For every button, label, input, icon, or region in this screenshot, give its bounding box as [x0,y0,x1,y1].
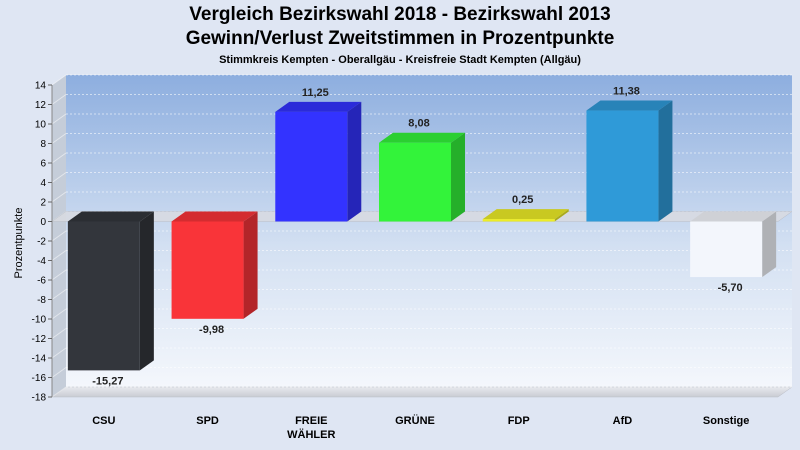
y-tick-label: -16 [32,373,47,384]
data-label: 11,25 [302,87,329,99]
bar-front [67,221,140,371]
bar-spd: -9,98 [171,211,258,336]
y-tick-label: -12 [32,334,47,345]
bar-side [451,132,465,222]
bar-top [586,100,673,111]
y-tick-label: -8 [37,295,46,306]
bar-front [690,221,763,278]
gridline-side [51,289,67,300]
bar-front [379,142,451,222]
bar-front [586,110,659,222]
bar-afd: 11,38 [586,86,673,222]
bar-fdp: 0,25 [482,194,569,222]
x-tick-label: WÄHLER [287,428,335,441]
y-tick-label: 0 [40,217,46,228]
bar-grüne: 8,08 [379,118,465,222]
bar-side [243,211,258,319]
y-tick-label: 4 [40,178,46,189]
gridline-side [51,250,67,261]
bar-top [275,101,362,112]
x-tick-label: SPD [196,415,219,427]
data-label: -5,70 [718,282,743,294]
y-tick-label: -18 [32,393,47,404]
x-tick-label: Sonstige [703,415,749,427]
y-axis: 14 12 10 8 6 4 2 0 -2 -4 -6 -8 -10 -12 -14 -16 -18 [32,81,53,404]
x-tick-label: AfD [613,415,633,427]
y-tick-label: -6 [37,276,46,287]
data-label: -9,98 [199,324,224,336]
bar-freie-wähler: 11,25 [275,87,362,222]
bar-top [482,209,569,220]
bar-side [762,211,777,278]
bar-top [379,132,465,143]
gridline-side [51,74,67,86]
gridline-side [51,386,67,398]
bar-csu: -15,27 [67,211,154,387]
data-label: 0,25 [512,194,533,206]
data-label: 11,38 [613,86,640,98]
chart-subtitle-region: Stimmkreis Kempten - Oberallgäu - Kreisf… [219,54,581,66]
y-tick-label: 6 [40,159,46,170]
data-label: -15,27 [92,375,123,387]
bar-top [67,211,154,222]
y-tick-label: -10 [32,315,47,326]
bar-front [275,111,348,222]
gridline-side [51,367,67,378]
bar-side [347,101,362,222]
chart-subtitle: Gewinn/Verlust Zweitstimmen in Prozentpu… [185,28,615,49]
bar-top [690,211,777,222]
floor [51,386,793,398]
chart-title: Vergleich Bezirkswahl 2018 - Bezirkswahl… [189,4,611,25]
y-tick-label: -14 [32,354,47,365]
gridline-side [51,328,67,339]
gridline-side [51,269,67,281]
gridline-side [51,113,67,125]
y-axis-label: Prozentpunkte [13,208,25,279]
gridline-side [51,308,67,320]
bar-sonstige: -5,70 [690,211,777,294]
gridline-side [51,230,67,242]
x-tick-label: FREIE [295,415,327,427]
x-tick-label: CSU [92,415,115,427]
gridline-side [51,94,67,105]
y-tick-label: 10 [35,120,47,131]
bar-front [482,219,555,222]
bars: -15,27 -9,98 11,25 8,08 0,25 11,38 -5,70 [67,86,777,387]
data-label: 8,08 [408,118,429,130]
gridline-side [51,152,67,164]
gridline-side [51,133,67,144]
y-tick-label: -2 [37,237,46,248]
bar-side [554,209,569,222]
bar-top [171,211,258,222]
bar-side [139,211,154,371]
y-tick-label: 8 [40,139,46,150]
y-tick-label: 14 [35,81,47,92]
x-tick-label: FDP [508,415,530,427]
x-tick-label: GRÜNE [395,414,435,427]
gridline-side [51,347,67,359]
y-tick-label: 2 [40,198,46,209]
y-tick-label: -4 [37,256,46,267]
y-tick-label: 12 [35,100,47,111]
bar-side [658,100,673,222]
gridline-side [51,172,67,183]
gridline-side [51,191,67,203]
bar-front [171,221,244,319]
